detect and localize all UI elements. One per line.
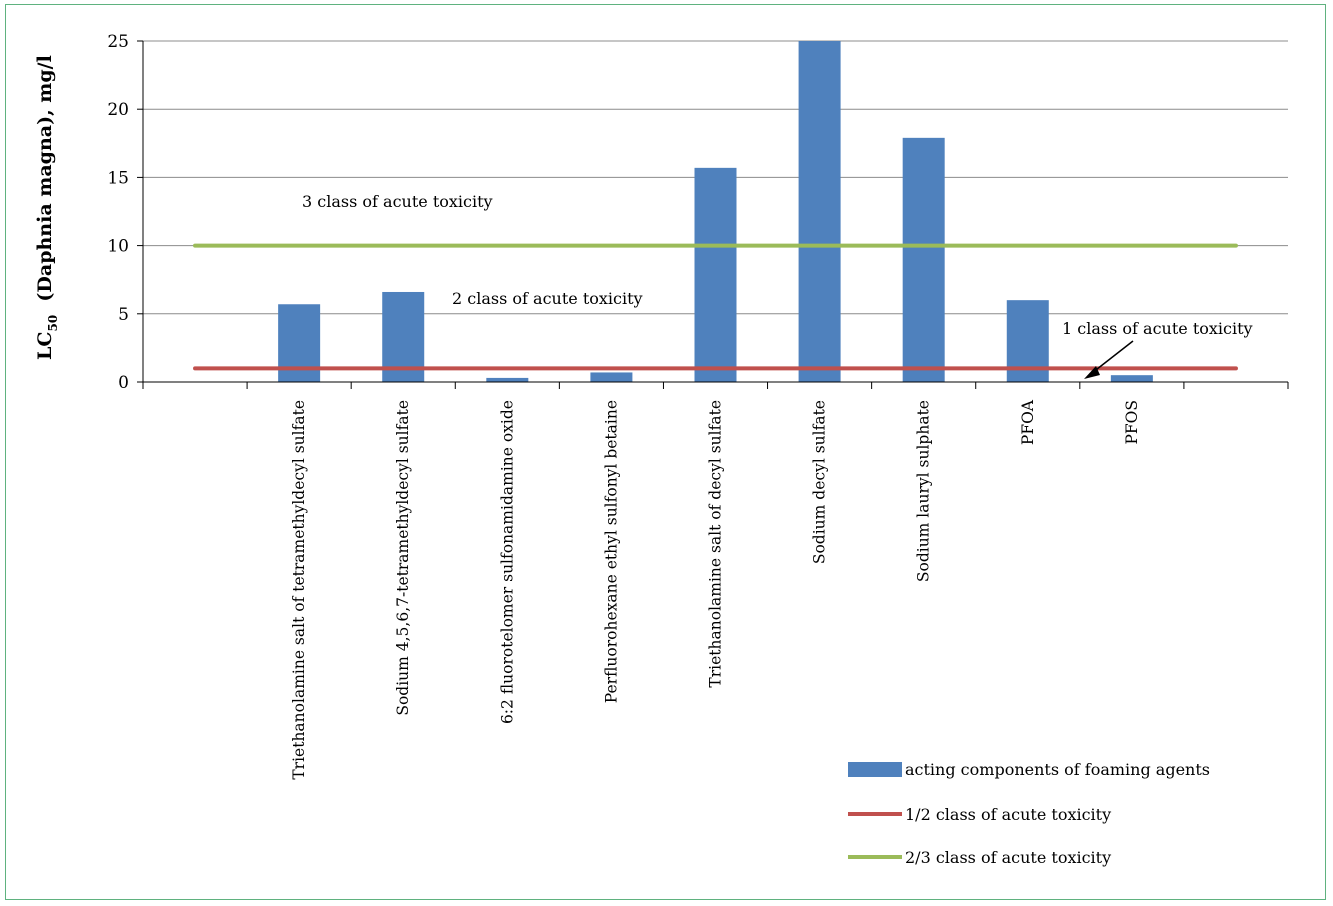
bar	[590, 372, 633, 382]
legend-label-green-line: 2/3 class of acute toxicity	[905, 848, 1111, 867]
x-category-label: 6:2 fluorotelomer sulfonamidamine oxide	[498, 400, 516, 724]
bar	[486, 377, 529, 382]
x-category-label: PFOS	[1123, 400, 1141, 445]
threshold-lines	[193, 243, 1238, 371]
y-tick-label: 25	[107, 32, 129, 52]
x-category-label: Perfluorohexane ethyl sulfonyl betaine	[602, 400, 620, 703]
annotation-class-3: 3 class of acute toxicity	[302, 192, 493, 211]
x-category-label: Sodium decyl sulfate	[811, 400, 829, 564]
chart-frame	[5, 4, 1326, 900]
x-category-label: Triethanolamine salt of decyl sulfate	[707, 400, 725, 688]
bar	[1110, 375, 1153, 382]
legend-swatch-bars	[848, 762, 902, 777]
x-category-label: Triethanolamine salt of tetramethyldecyl…	[290, 400, 308, 780]
x-category-label: Sodium lauryl sulphate	[915, 400, 933, 582]
y-tick-label: 20	[107, 100, 129, 120]
bar	[902, 137, 945, 382]
bar	[694, 167, 737, 382]
legend-label-bars: acting components of foaming agents	[905, 760, 1210, 779]
legend: acting components of foaming agents 1/2 …	[848, 760, 1210, 867]
annotation-class-1: 1 class of acute toxicity	[1062, 319, 1253, 338]
annotation-arrow	[1084, 340, 1134, 379]
y-tick-label: 0	[118, 373, 129, 393]
y-tick-labels: 0 5 10 15 20 25	[107, 32, 129, 393]
y-tick-label: 15	[107, 168, 129, 188]
y-axis-label-sub: 50	[46, 315, 60, 332]
x-category-label: PFOA	[1019, 399, 1037, 445]
y-axis-label: LC50 (Daphnia magna), mg/l	[34, 55, 60, 360]
y-axis-label-rest: (Daphnia magna), mg/l	[34, 55, 56, 315]
y-tick-label: 5	[118, 305, 129, 325]
y-axis-label-main: LC	[34, 332, 56, 360]
bars	[278, 41, 1153, 382]
y-tick-label: 10	[107, 237, 129, 257]
bar	[798, 41, 841, 382]
x-category-labels: Triethanolamine salt of tetramethyldecyl…	[290, 399, 1141, 779]
annotation-class-2: 2 class of acute toxicity	[452, 289, 643, 308]
legend-label-red-line: 1/2 class of acute toxicity	[905, 805, 1111, 824]
x-category-label: Sodium 4,5,6,7-tetramethyldecyl sulfate	[394, 400, 412, 716]
axes	[137, 40, 1289, 389]
